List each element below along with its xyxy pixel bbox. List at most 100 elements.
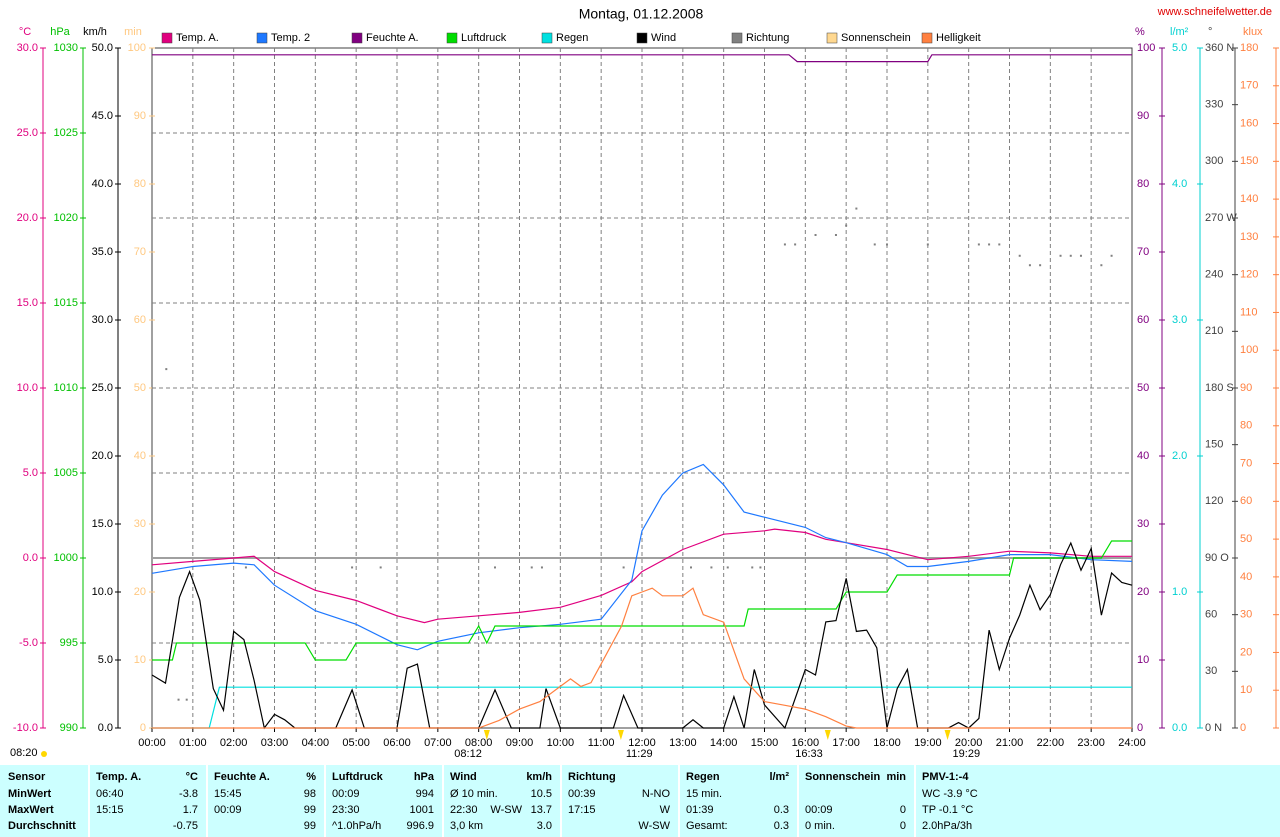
table-cell: 13.7 [530,804,552,816]
series-line [152,540,1132,661]
y-tick-label: 60 [1240,495,1252,507]
table-cell: 23:30 [332,804,360,816]
direction-dot [886,243,888,246]
y-tick-label: 0 [1137,722,1143,734]
x-tick-label: 24:00 [1118,737,1146,749]
y-tick-label: 40 [1240,571,1252,583]
x-tick-label: 22:00 [1037,737,1065,749]
y-tick-label: 15.0 [17,297,38,309]
table-cell: Sonnenschein [805,771,881,783]
legend-swatch [921,32,933,44]
table-cell: 3.0 [536,820,552,832]
y-tick-label: 1.0 [1172,586,1187,598]
direction-dot [690,566,692,569]
y-tick-label: 30 [1205,665,1217,677]
y-tick-label: 330 [1205,99,1223,111]
x-tick-label: 19:00 [914,737,942,749]
table-separator [442,765,444,837]
y-tick-label: 240 [1205,269,1223,281]
direction-dot [794,243,797,246]
direction-dot [1039,264,1042,267]
y-tick-label: 50.0 [92,42,113,54]
y-tick-label: 80 [1137,178,1149,190]
direction-dot [1100,264,1103,267]
x-tick-label: 03:00 [261,737,289,749]
table-separator [678,765,680,837]
y-tick-label: 20 [1137,586,1149,598]
y-tick-label: 990 [60,722,78,734]
y-tick-label: 150 [1205,439,1223,451]
sun-icon [41,751,47,757]
axis-title: °C [19,26,31,38]
table-cell: km/h [526,771,552,783]
y-tick-label: 120 [1240,269,1258,281]
y-tick-label: 20.0 [92,450,113,462]
y-tick-label: 60 [1205,609,1217,621]
direction-dot [814,234,817,236]
y-tick-label: 20 [1240,646,1252,658]
table-cell: 17:15 [568,804,596,816]
series-line [151,463,1133,651]
y-tick-label: 70 [1137,246,1149,258]
y-tick-label: 1010 [54,382,78,394]
table-cell: TP -0.1 °C [922,804,974,816]
legend-label: Luftdruck [461,32,507,44]
x-tick-label: 18:00 [873,737,901,749]
y-tick-label: 80 [134,178,146,190]
series-line [151,541,1133,730]
table-cell: % [306,771,316,783]
axis-title: min [124,26,142,38]
axis-title: ° [1208,26,1212,38]
table-cell: °C [185,771,198,783]
y-tick-label: 110 [1240,306,1258,318]
x-tick-label: 12:00 [628,737,656,749]
y-tick-label: 3.0 [1172,314,1187,326]
table-separator [324,765,326,837]
direction-dot [926,243,929,246]
legend-label: Richtung [746,32,789,44]
direction-dot [1069,254,1072,257]
table-separator [560,765,562,837]
y-tick-label: 10 [1240,684,1252,696]
direction-dot [530,566,533,569]
series-line [152,54,1132,63]
direction-dot [277,557,280,559]
y-tick-label: 270 W [1205,212,1237,224]
legend-swatch [636,32,648,44]
table-cell: 15:45 [214,788,242,800]
series-line [151,528,1132,624]
y-tick-label: 80 [1240,420,1252,432]
table-cell: min [886,771,906,783]
x-tick-label: 23:00 [1077,737,1105,749]
direction-dot [1028,264,1031,267]
direction-dot [185,698,188,701]
table-cell: 01:39 [686,804,714,816]
x-tick-label: 05:00 [342,737,370,749]
table-cell: 994 [415,788,434,800]
y-tick-label: 100 [1240,344,1258,356]
y-tick-label: 0.0 [98,722,113,734]
y-tick-label: 45.0 [92,110,113,122]
y-tick-label: 1025 [54,127,78,139]
y-tick-label: 2.0 [1172,450,1187,462]
x-tick-label: 09:00 [506,737,534,749]
y-tick-label: 0.0 [1172,722,1187,734]
direction-dot [988,243,991,246]
table-cell: Regen [686,771,720,783]
legend-swatch [541,32,553,44]
table-separator [797,765,799,837]
table-cell: Sensor [8,771,46,783]
x-tick-label: 20:00 [955,737,983,749]
table-cell: 15 min. [686,788,723,800]
x-tick-label: 00:00 [138,737,166,749]
x-tick-label: 02:00 [220,737,248,749]
legend-swatch [351,32,363,44]
table-cell: Wind [450,771,477,783]
sun-marker [483,730,490,740]
direction-dot [494,566,496,569]
axis-title: klux [1243,26,1263,38]
y-tick-label: 4.0 [1172,178,1187,190]
direction-dot [998,243,1001,246]
y-tick-label: 15.0 [92,518,113,530]
table-cell: 0 [899,804,906,816]
